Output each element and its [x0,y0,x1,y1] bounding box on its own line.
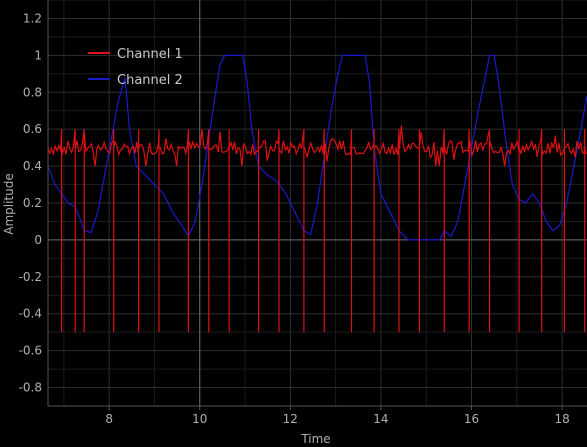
highlight-lines [48,0,587,406]
y-tick-label: 0 [34,233,42,247]
x-tick-label: 14 [373,412,388,426]
y-axis-title: Amplitude [2,173,16,235]
x-tick-label: 12 [283,412,298,426]
x-tick-label: 10 [192,412,207,426]
y-tick-label: 1 [34,48,42,62]
y-tick-label: 0.4 [23,159,42,173]
y-tick-label: 1.2 [23,11,42,25]
legend-label-channel-2: Channel 2 [117,73,183,88]
series-line-channel-1 [47,125,587,333]
y-tick-label: -0.6 [19,344,42,358]
y-tick-label: 0.2 [23,196,42,210]
x-tick-labels: 8 10 12 14 16 18 [105,406,570,426]
series-layer [47,54,587,333]
y-tick-labels: -0.8 -0.6 -0.4 -0.2 0 0.2 0.4 0.6 0.8 1 1.2 [19,11,42,394]
y-tick-label: -0.2 [19,270,42,284]
x-tick-label: 16 [464,412,479,426]
legend: Channel 1 Channel 2 [88,47,183,88]
y-tick-label: -0.8 [19,381,42,395]
y-tick-label: -0.4 [19,307,42,321]
x-tick-label: 8 [105,412,113,426]
y-tick-label: 0.6 [23,122,42,136]
y-tick-label: 0.8 [23,85,42,99]
x-tick-label: 18 [554,412,569,426]
x-axis-title: Time [300,432,330,446]
legend-label-channel-1: Channel 1 [117,47,183,62]
series-line-channel-2 [47,54,587,241]
